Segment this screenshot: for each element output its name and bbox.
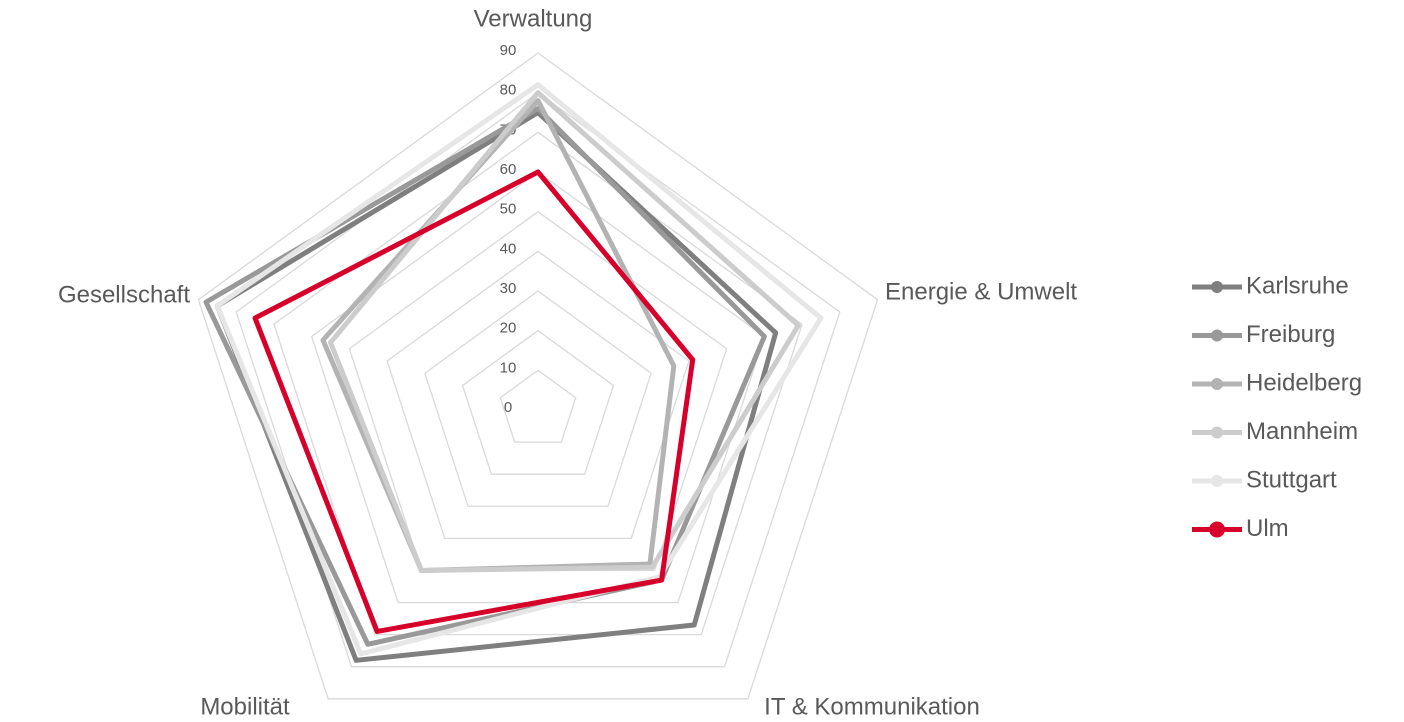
legend-marker [1211,426,1223,439]
series-line [214,82,824,657]
category-label: IT & Kommunikation [764,693,980,720]
series-line [214,110,779,663]
grid-line [461,329,615,475]
legend-label: Heidelberg [1246,369,1362,396]
legend-marker [1211,378,1223,390]
legend-label: Karlsruhe [1246,272,1349,299]
series-line [328,90,801,573]
legend-marker [1211,281,1223,293]
legend-marker [1211,329,1223,342]
legend-label: Freiburg [1246,321,1335,348]
category-label: Mobilität [200,693,290,720]
series-line [203,106,767,647]
grid-line [424,290,652,507]
grid-line [197,52,879,700]
grid-line [235,91,841,668]
r-tick-label: 0 [504,399,512,416]
legend-label: Ulm [1246,515,1289,542]
r-tick-label: 60 [500,161,517,178]
category-label: Gesellschaft [58,281,190,308]
r-tick-label: 50 [500,201,517,218]
legend-label: Stuttgart [1246,466,1337,493]
category-label: Energie & Umwelt [885,278,1077,305]
category-label: Verwaltung [474,5,593,32]
r-tick-label: 30 [500,280,517,297]
r-tick-label: 80 [500,82,517,99]
r-tick-label: 20 [500,320,517,337]
r-tick-label: 40 [500,240,517,257]
grid-line [273,131,803,636]
r-tick-label: 90 [500,42,517,59]
legend-label: Mannheim [1246,418,1358,445]
legend-marker [1209,521,1225,538]
series-line [252,169,696,634]
legend-marker [1211,475,1223,487]
grid-line [499,369,577,443]
r-tick-label: 10 [500,359,517,376]
